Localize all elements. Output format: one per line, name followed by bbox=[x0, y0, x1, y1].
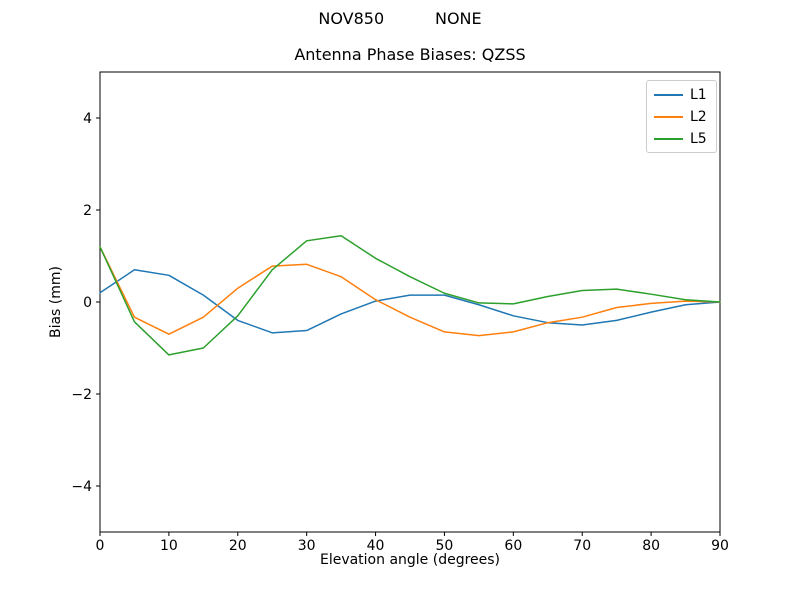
x-tick-label: 70 bbox=[573, 538, 591, 554]
plot-series bbox=[99, 235, 721, 356]
legend-item-L1: L1 bbox=[654, 86, 707, 103]
x-tick-label: 40 bbox=[367, 538, 385, 554]
x-tick-label: 60 bbox=[504, 538, 522, 554]
y-tick-label: 4 bbox=[83, 111, 92, 127]
figure-suptitle: NOV850 NONE bbox=[318, 9, 482, 28]
y-tick-label: 0 bbox=[83, 295, 92, 311]
legend-line-swatch-L2 bbox=[654, 115, 683, 118]
legend-label-L5: L5 bbox=[690, 130, 707, 147]
legend-label-L1: L1 bbox=[690, 86, 707, 103]
x-tick-label: 10 bbox=[160, 538, 178, 554]
plot-border bbox=[99, 71, 721, 533]
x-axis-label: Elevation angle (degrees) bbox=[319, 552, 501, 568]
y-tick-label: −4 bbox=[71, 479, 92, 495]
x-tick-label: 20 bbox=[229, 538, 247, 554]
series-line-L1 bbox=[99, 269, 721, 334]
x-tick-label: 0 bbox=[96, 538, 105, 554]
y-tick-label: 2 bbox=[83, 203, 92, 219]
legend-line-swatch-L1 bbox=[654, 93, 683, 96]
legend-box: L1 L2 L5 bbox=[646, 80, 717, 153]
legend-item-L2: L2 bbox=[654, 108, 707, 125]
x-tick-label: 30 bbox=[298, 538, 316, 554]
x-tick-label: 50 bbox=[436, 538, 454, 554]
legend-label-L2: L2 bbox=[690, 108, 707, 125]
chart-title: Antenna Phase Biases: QZSS bbox=[294, 45, 526, 64]
y-axis-label: Bias (mm) bbox=[48, 265, 64, 339]
legend-line-swatch-L5 bbox=[654, 137, 683, 140]
series-line-L2 bbox=[99, 246, 721, 337]
x-tick-label: 80 bbox=[642, 538, 660, 554]
legend-item-L5: L5 bbox=[654, 130, 707, 147]
series-line-L5 bbox=[99, 235, 721, 356]
y-tick-label: −2 bbox=[71, 387, 92, 403]
x-tick-label: 90 bbox=[711, 538, 729, 554]
